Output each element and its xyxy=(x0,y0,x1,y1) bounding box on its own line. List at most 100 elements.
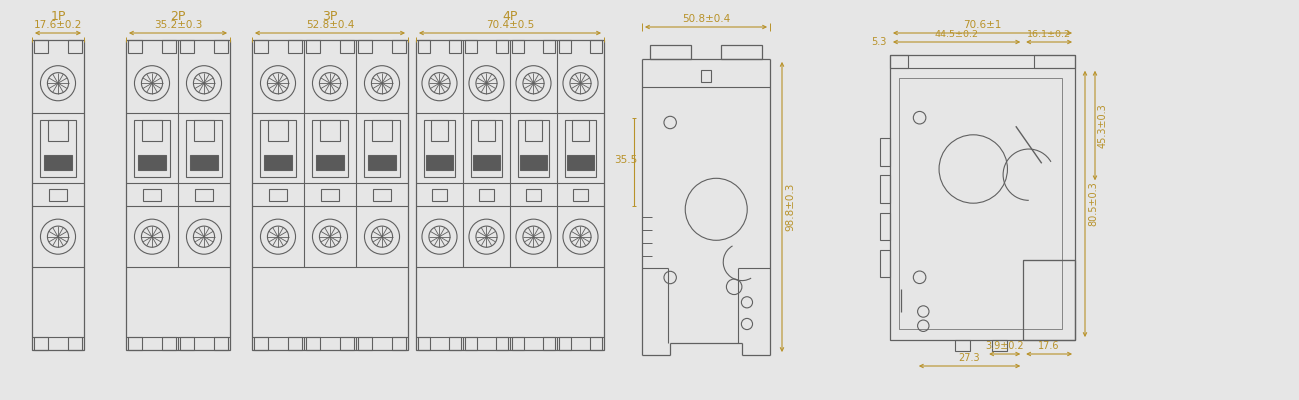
Circle shape xyxy=(135,219,170,254)
Circle shape xyxy=(261,219,296,254)
Circle shape xyxy=(187,66,222,101)
Bar xyxy=(449,337,461,350)
Text: 4P: 4P xyxy=(503,10,518,23)
Bar xyxy=(340,40,353,53)
Bar xyxy=(138,155,166,170)
Circle shape xyxy=(422,66,457,101)
Circle shape xyxy=(562,219,598,254)
Bar xyxy=(340,337,353,350)
Bar xyxy=(573,189,588,201)
Bar xyxy=(512,337,523,350)
Bar xyxy=(126,40,230,350)
Bar xyxy=(142,120,162,142)
Bar xyxy=(268,120,288,142)
Circle shape xyxy=(40,219,75,254)
Bar xyxy=(879,213,890,240)
Bar xyxy=(255,337,268,350)
Bar xyxy=(255,40,268,53)
Bar xyxy=(890,55,908,68)
Bar xyxy=(134,120,170,177)
Bar xyxy=(368,155,396,170)
Text: 27.3: 27.3 xyxy=(959,353,981,363)
Text: 16.1±0.2: 16.1±0.2 xyxy=(1028,30,1072,39)
Bar xyxy=(181,337,194,350)
Bar xyxy=(307,337,320,350)
Bar xyxy=(320,120,340,142)
Bar xyxy=(590,40,603,53)
Bar xyxy=(186,120,222,177)
Circle shape xyxy=(135,66,170,101)
Bar xyxy=(543,40,555,53)
Bar xyxy=(372,120,392,142)
Bar xyxy=(890,55,1076,340)
Bar xyxy=(470,120,503,177)
Bar xyxy=(955,340,969,351)
Text: 80.5±0.3: 80.5±0.3 xyxy=(1089,182,1098,226)
Bar xyxy=(260,120,296,177)
Bar xyxy=(252,40,408,350)
Circle shape xyxy=(365,219,400,254)
Bar xyxy=(879,176,890,203)
Bar xyxy=(195,189,213,201)
Text: 50.8±0.4: 50.8±0.4 xyxy=(682,14,730,24)
Bar xyxy=(473,155,500,170)
Circle shape xyxy=(261,66,296,101)
Text: 35.2±0.3: 35.2±0.3 xyxy=(153,20,203,30)
Bar xyxy=(129,40,142,53)
Text: 3.9±0.2: 3.9±0.2 xyxy=(986,341,1024,351)
Bar xyxy=(526,189,542,201)
Bar xyxy=(194,120,214,142)
Bar xyxy=(590,337,603,350)
Bar xyxy=(359,337,372,350)
Bar xyxy=(559,40,572,53)
Bar xyxy=(162,40,175,53)
Bar xyxy=(465,337,477,350)
Bar xyxy=(431,189,447,201)
Circle shape xyxy=(469,66,504,101)
Text: 44.5±0.2: 44.5±0.2 xyxy=(934,30,978,39)
Circle shape xyxy=(313,219,348,254)
Circle shape xyxy=(516,66,551,101)
Bar xyxy=(991,340,1007,351)
Bar xyxy=(288,337,301,350)
Bar xyxy=(40,120,75,177)
Text: 5.3: 5.3 xyxy=(872,37,887,47)
Bar xyxy=(373,189,391,201)
Bar xyxy=(879,138,890,166)
Bar xyxy=(1024,260,1076,340)
Text: 98.8±0.3: 98.8±0.3 xyxy=(785,183,795,231)
Bar xyxy=(214,40,227,53)
Bar xyxy=(650,45,691,59)
Circle shape xyxy=(469,219,504,254)
Bar xyxy=(559,337,572,350)
Bar xyxy=(359,40,372,53)
Bar xyxy=(312,120,348,177)
Text: 35.5: 35.5 xyxy=(613,155,637,165)
Bar xyxy=(69,40,82,53)
Bar xyxy=(899,78,1063,329)
Text: 45.3±0.3: 45.3±0.3 xyxy=(1098,103,1108,148)
Text: 3P: 3P xyxy=(322,10,338,23)
Circle shape xyxy=(562,66,598,101)
Bar xyxy=(449,40,461,53)
Bar xyxy=(48,120,68,142)
Bar xyxy=(418,40,430,53)
Circle shape xyxy=(313,66,348,101)
Bar xyxy=(69,337,82,350)
Bar xyxy=(512,40,523,53)
Bar xyxy=(364,120,400,177)
Circle shape xyxy=(187,219,222,254)
Circle shape xyxy=(516,219,551,254)
Bar xyxy=(517,120,549,177)
Bar xyxy=(392,337,405,350)
Text: 17.6±0.2: 17.6±0.2 xyxy=(34,20,82,30)
Bar xyxy=(465,40,477,53)
Bar xyxy=(565,120,596,177)
Circle shape xyxy=(40,66,75,101)
Bar xyxy=(190,155,218,170)
Bar xyxy=(43,155,73,170)
Circle shape xyxy=(365,66,400,101)
Bar xyxy=(496,40,508,53)
Bar xyxy=(143,189,161,201)
Circle shape xyxy=(422,219,457,254)
